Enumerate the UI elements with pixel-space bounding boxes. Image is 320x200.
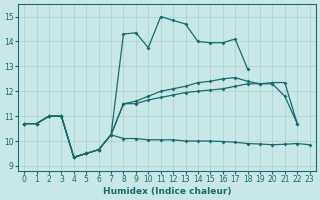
X-axis label: Humidex (Indice chaleur): Humidex (Indice chaleur) bbox=[103, 187, 231, 196]
